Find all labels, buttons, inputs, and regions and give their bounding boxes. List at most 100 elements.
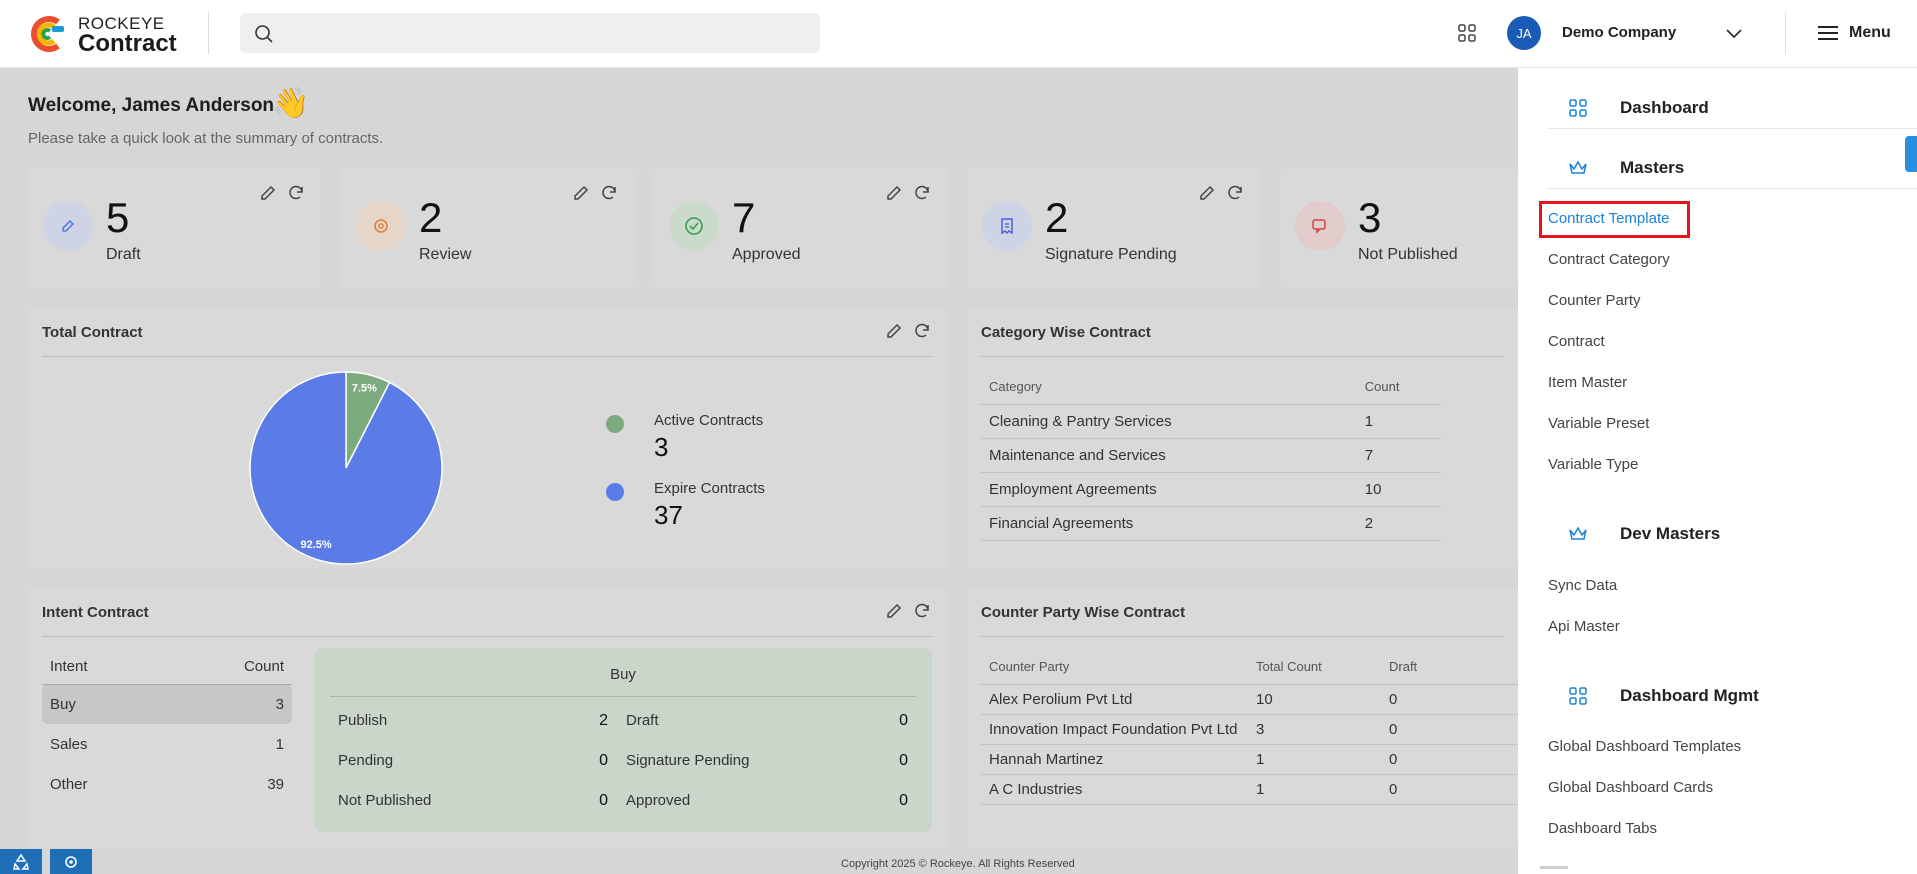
- divider: [1548, 188, 1917, 189]
- table-row[interactable]: A C Industries 1 0: [981, 774, 1518, 805]
- company-selector[interactable]: Demo Company: [1562, 24, 1677, 41]
- cell: Hannah Martinez: [981, 744, 1248, 775]
- recycle-icon: [13, 853, 29, 870]
- cell: Financial Agreements: [981, 506, 1357, 541]
- legend-dot-active: [606, 415, 624, 433]
- legend-label-active: Active Contracts: [654, 412, 764, 429]
- divider: [981, 356, 1504, 357]
- category-table: Category Count Cleaning & Pantry Service…: [981, 370, 1441, 541]
- menu-item-counter-party[interactable]: Counter Party: [1548, 292, 1641, 309]
- menu-heading: Masters: [1620, 158, 1685, 177]
- detail-label: Approved: [626, 792, 691, 809]
- stat-value: 2: [419, 194, 443, 241]
- table-row[interactable]: Sales 1: [42, 724, 292, 764]
- side-pin-tab[interactable]: [1905, 136, 1917, 172]
- table-row[interactable]: Employment Agreements 10: [981, 472, 1441, 507]
- avatar[interactable]: JA: [1507, 16, 1541, 50]
- detail-value: 0: [899, 752, 908, 769]
- cell: 0: [1381, 774, 1518, 805]
- menu-item-item-master[interactable]: Item Master: [1548, 374, 1628, 391]
- menu-item-api-master[interactable]: Api Master: [1548, 618, 1620, 635]
- edit-icon[interactable]: [259, 184, 277, 202]
- legend-dot-expire: [606, 483, 624, 501]
- refresh-icon[interactable]: [287, 184, 305, 202]
- cell: Sales: [50, 735, 88, 753]
- menu-item-sync-data[interactable]: Sync Data: [1548, 577, 1618, 594]
- table-row[interactable]: Maintenance and Services 7: [981, 438, 1441, 473]
- stat-card-draft[interactable]: 5 Draft: [28, 168, 321, 288]
- detail-value: 0: [599, 792, 608, 809]
- recycle-button[interactable]: [0, 849, 42, 874]
- crown-icon: [1569, 526, 1587, 540]
- stat-label: Signature Pending: [1045, 246, 1177, 263]
- edit-icon[interactable]: [885, 602, 903, 620]
- legend-value-expire: 37: [654, 500, 683, 530]
- menu-dev-masters[interactable]: Dev Masters: [1548, 514, 1908, 554]
- refresh-icon[interactable]: [913, 184, 931, 202]
- table-row[interactable]: Other 39: [42, 764, 292, 804]
- stat-card-review[interactable]: 2 Review: [341, 168, 634, 288]
- pie-label-1: 92.5%: [301, 539, 332, 551]
- detail-value: 0: [899, 792, 908, 809]
- detail-label: Not Published: [338, 792, 432, 809]
- apps-grid-icon[interactable]: [1457, 23, 1477, 43]
- refresh-icon[interactable]: [1226, 184, 1244, 202]
- edit-icon[interactable]: [885, 184, 903, 202]
- edit-icon[interactable]: [885, 322, 903, 340]
- pencil-icon: [43, 201, 93, 251]
- column-header: Counter Party: [981, 650, 1248, 685]
- menu-item-variable-type[interactable]: Variable Type: [1548, 456, 1639, 473]
- table-row[interactable]: Alex Perolium Pvt Ltd 10 0: [981, 684, 1518, 715]
- pie-slice-1[interactable]: [249, 371, 443, 565]
- divider: [208, 12, 209, 54]
- menu-item-variable-preset[interactable]: Variable Preset: [1548, 415, 1650, 432]
- stat-value: 3: [1358, 194, 1382, 241]
- table-row[interactable]: Financial Agreements 2: [981, 506, 1441, 541]
- category-wise-panel: Category Wise Contract Category Count Cl…: [967, 308, 1518, 568]
- menu-dashboard-mgmt[interactable]: Dashboard Mgmt: [1548, 676, 1908, 716]
- menu-masters[interactable]: Masters: [1548, 148, 1908, 188]
- menu-item-contract-template[interactable]: Contract Template: [1548, 210, 1670, 227]
- stat-label: Review: [419, 246, 472, 263]
- menu-dashboard[interactable]: Dashboard: [1548, 88, 1908, 128]
- cell: 1: [275, 735, 284, 753]
- highlight-box: [1539, 201, 1690, 238]
- edit-icon[interactable]: [572, 184, 590, 202]
- table-row[interactable]: Hannah Martinez 1 0: [981, 744, 1518, 775]
- menu-item-global-dashboard-templates[interactable]: Global Dashboard Templates: [1548, 738, 1742, 755]
- refresh-icon[interactable]: [600, 184, 618, 202]
- cell: Other: [50, 775, 88, 793]
- detail-value: 0: [599, 752, 608, 769]
- settings-button[interactable]: [50, 849, 92, 874]
- edit-icon[interactable]: [1198, 184, 1216, 202]
- stat-card-not-published[interactable]: 3 Not Published: [1280, 168, 1518, 288]
- detail-label: Signature Pending: [626, 752, 750, 769]
- panel-title: Intent Contract: [42, 604, 149, 621]
- detail-value: 0: [899, 712, 908, 729]
- cell: 1: [1248, 774, 1381, 805]
- divider: [1785, 12, 1786, 54]
- stat-card-approved[interactable]: 7 Approved: [654, 168, 947, 288]
- menu-item-contract[interactable]: Contract: [1548, 333, 1605, 350]
- menu-item-dashboard-tabs[interactable]: Dashboard Tabs: [1548, 820, 1657, 837]
- table-row[interactable]: Innovation Impact Foundation Pvt Ltd 3 0: [981, 714, 1518, 745]
- cell: Innovation Impact Foundation Pvt Ltd: [981, 714, 1248, 745]
- menu-item-global-dashboard-cards[interactable]: Global Dashboard Cards: [1548, 779, 1714, 796]
- cell: 10: [1356, 472, 1441, 507]
- refresh-icon[interactable]: [913, 322, 931, 340]
- refresh-icon[interactable]: [913, 602, 931, 620]
- table-row[interactable]: Buy 3: [42, 684, 292, 724]
- search-input[interactable]: [240, 13, 820, 53]
- grid-icon: [1569, 687, 1587, 705]
- chevron-down-icon[interactable]: [1724, 24, 1744, 44]
- menu-button[interactable]: Menu: [1817, 22, 1897, 44]
- app-logo[interactable]: ROCKEYE Contract: [28, 14, 188, 57]
- detail-value: 2: [599, 712, 608, 729]
- cell: 39: [267, 775, 284, 793]
- scrollbar[interactable]: [1540, 866, 1568, 869]
- cell: Buy: [42, 684, 165, 724]
- stat-card-signature-pending[interactable]: 2 Signature Pending: [967, 168, 1260, 288]
- column-header: Category: [981, 370, 1357, 405]
- menu-item-contract-category[interactable]: Contract Category: [1548, 251, 1670, 268]
- table-row[interactable]: Cleaning & Pantry Services 1: [981, 404, 1441, 439]
